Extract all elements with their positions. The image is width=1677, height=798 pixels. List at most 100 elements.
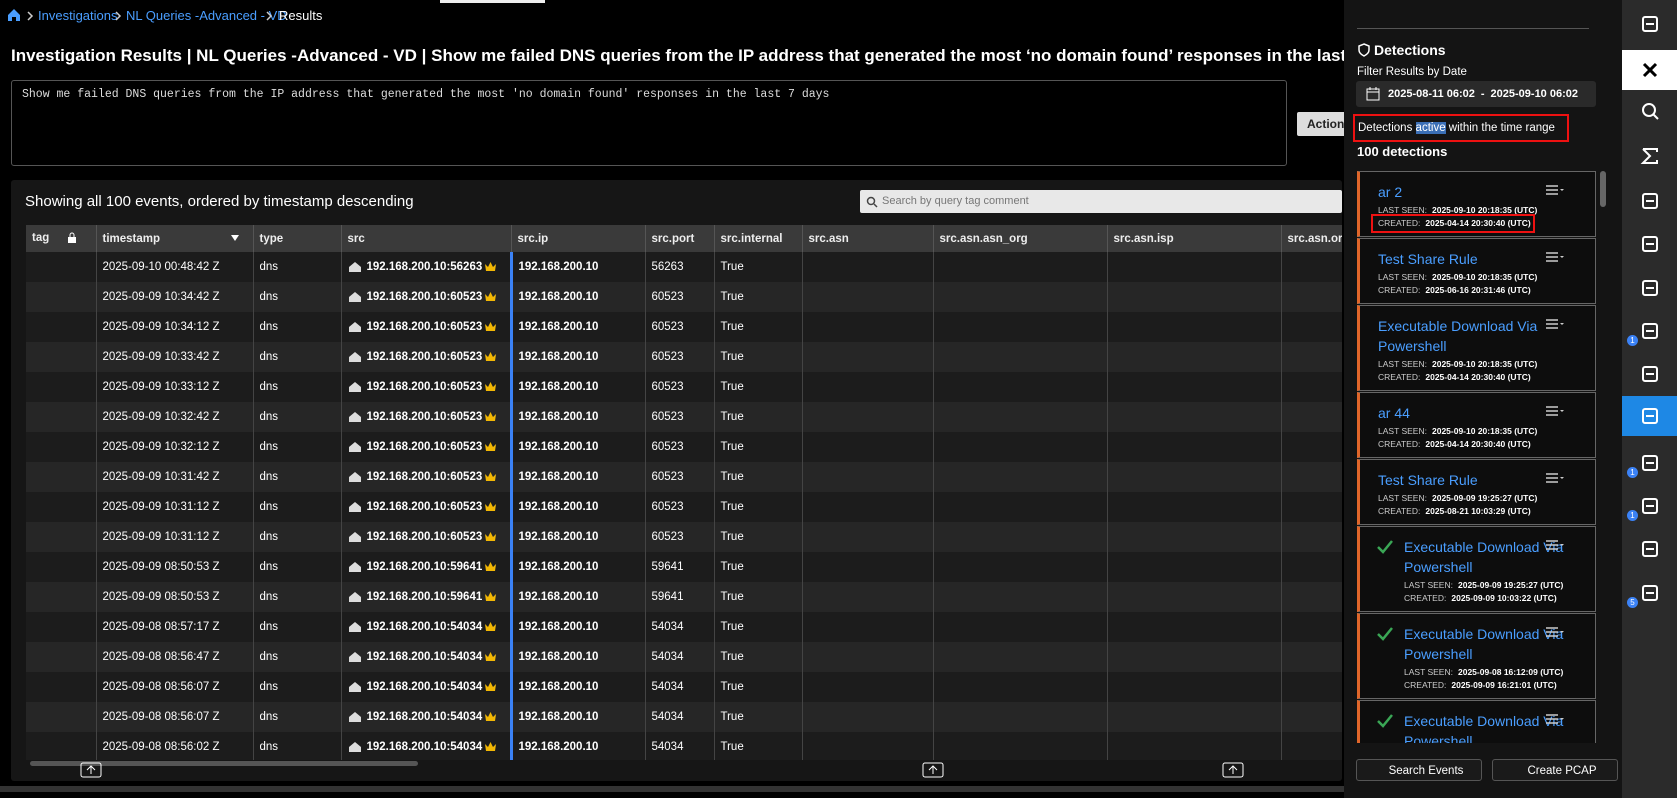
cell-timestamp: 2025-09-08 08:56:07 Z: [96, 672, 254, 702]
detection-name[interactable]: Test Share Rule: [1378, 251, 1478, 267]
cell-timestamp: 2025-09-09 10:31:42 Z: [96, 462, 254, 492]
column-header[interactable]: timestamp: [96, 225, 254, 252]
home-icon: [348, 681, 361, 692]
last-seen-label: LAST SEEN:: [1378, 205, 1427, 215]
create-pcap-button[interactable]: Create PCAP: [1492, 759, 1618, 781]
sidebar-button[interactable]: 1: [1622, 311, 1677, 351]
crown-icon: [485, 562, 497, 572]
detection-card[interactable]: Executable Download Via Powershell LAST S…: [1357, 305, 1596, 391]
cell-src-port: 59641: [645, 552, 715, 582]
detection-name[interactable]: Executable Download Via Powershell: [1404, 626, 1564, 662]
export-icon[interactable]: [922, 762, 944, 778]
column-header[interactable]: src.port: [645, 225, 715, 252]
cell-empty: [1281, 732, 1342, 760]
detection-card[interactable]: Executable Download Via Powershell: [1357, 700, 1596, 743]
sidebar-button[interactable]: [1622, 354, 1677, 394]
home-icon: [348, 351, 361, 362]
sidebar-button[interactable]: 5: [1622, 573, 1677, 613]
crown-icon: [485, 652, 497, 662]
export-icon[interactable]: [80, 762, 102, 778]
column-header[interactable]: type: [253, 225, 342, 252]
column-header[interactable]: src.asn: [802, 225, 934, 252]
sidebar-button[interactable]: [1622, 396, 1677, 436]
column-header[interactable]: src.ip: [511, 225, 646, 252]
close-button[interactable]: [1622, 50, 1677, 90]
sidebar-button[interactable]: [1622, 181, 1677, 221]
detection-name[interactable]: Executable Download Via Powershell: [1404, 539, 1564, 575]
breadcrumb-link[interactable]: NL Queries -Advanced - VD: [126, 8, 287, 23]
home-icon: [348, 381, 361, 392]
detection-card[interactable]: Test Share Rule LAST SEEN: 2025-09-10 20:1…: [1357, 238, 1596, 304]
detection-card[interactable]: Executable Download Via Powershell LAST S…: [1357, 613, 1596, 699]
cell-src-ip: 192.168.200.10: [509, 492, 646, 522]
date-range[interactable]: 2025-08-11 06:02-2025-09-10 06:02: [1356, 81, 1596, 107]
sidebar-icon: [1642, 280, 1658, 296]
search-events-button[interactable]: Search Events: [1356, 759, 1482, 781]
detection-card[interactable]: Test Share Rule LAST SEEN: 2025-09-09 19:2…: [1357, 459, 1596, 525]
sidebar-button[interactable]: [1622, 136, 1677, 176]
column-header[interactable]: src.asn.or: [1281, 225, 1342, 252]
crown-icon: [485, 502, 497, 512]
search-input[interactable]: Search by query tag comment: [860, 190, 1342, 213]
column-header[interactable]: tag: [26, 225, 97, 252]
cell-src: 192.168.200.10:59641: [341, 552, 512, 582]
cell-tag: [26, 642, 97, 672]
column-header[interactable]: src.internal: [714, 225, 803, 252]
detection-card[interactable]: ar 44 LAST SEEN: 2025-09-10 20:18:35 (UTC)…: [1357, 392, 1596, 458]
src-value: 192.168.200.10:59641: [366, 561, 483, 574]
src-value: 192.168.200.10:60523: [366, 531, 483, 544]
detection-name[interactable]: Executable Download Via Powershell: [1378, 318, 1538, 354]
cell-empty: [802, 612, 934, 642]
scrollbar[interactable]: [30, 761, 418, 766]
detection-name[interactable]: ar 2: [1378, 184, 1403, 200]
query-box[interactable]: Show me failed DNS queries from the IP a…: [11, 80, 1287, 166]
home-icon[interactable]: [6, 7, 22, 23]
sidebar-button[interactable]: [1622, 268, 1677, 308]
sidebar-button[interactable]: [1622, 224, 1677, 264]
detection-name[interactable]: Test Share Rule: [1378, 472, 1478, 488]
cell-empty: [1107, 732, 1282, 760]
last-seen: LAST SEEN: 2025-09-08 16:12:09 (UTC): [1404, 666, 1595, 679]
column-header[interactable]: src: [341, 225, 512, 252]
detection-name[interactable]: Executable Download Via Powershell: [1404, 713, 1564, 743]
cell-src-internal: True: [714, 312, 803, 342]
scrollbar[interactable]: [1600, 171, 1606, 207]
column-header[interactable]: src.asn.asn_org: [933, 225, 1108, 252]
breadcrumb-link[interactable]: Investigations: [38, 8, 118, 23]
actions-button[interactable]: Action: [1297, 112, 1347, 136]
detection-card[interactable]: ar 2 LAST SEEN: 2025-09-10 20:18:35 (UTC) C…: [1357, 171, 1596, 237]
cell-empty: [1281, 402, 1342, 432]
sidebar-button[interactable]: [1622, 529, 1677, 569]
cell-src-ip: 192.168.200.10: [509, 282, 646, 312]
sidebar-button[interactable]: [1622, 91, 1677, 131]
sidebar-button[interactable]: 1: [1622, 486, 1677, 526]
detection-card[interactable]: Executable Download Via Powershell LAST S…: [1357, 526, 1596, 612]
crown-icon: [485, 712, 497, 722]
sidebar-button[interactable]: [1622, 4, 1677, 44]
export-icon[interactable]: [1222, 762, 1244, 778]
cell-src: 192.168.200.10:60523: [341, 522, 512, 552]
column-header[interactable]: src.asn.isp: [1107, 225, 1282, 252]
created-label: CREATED:: [1404, 680, 1447, 690]
cell-tag: [26, 552, 97, 582]
sidebar-button[interactable]: 1: [1622, 443, 1677, 483]
detection-name[interactable]: ar 44: [1378, 405, 1410, 421]
sidebar-icon: [1642, 408, 1658, 424]
